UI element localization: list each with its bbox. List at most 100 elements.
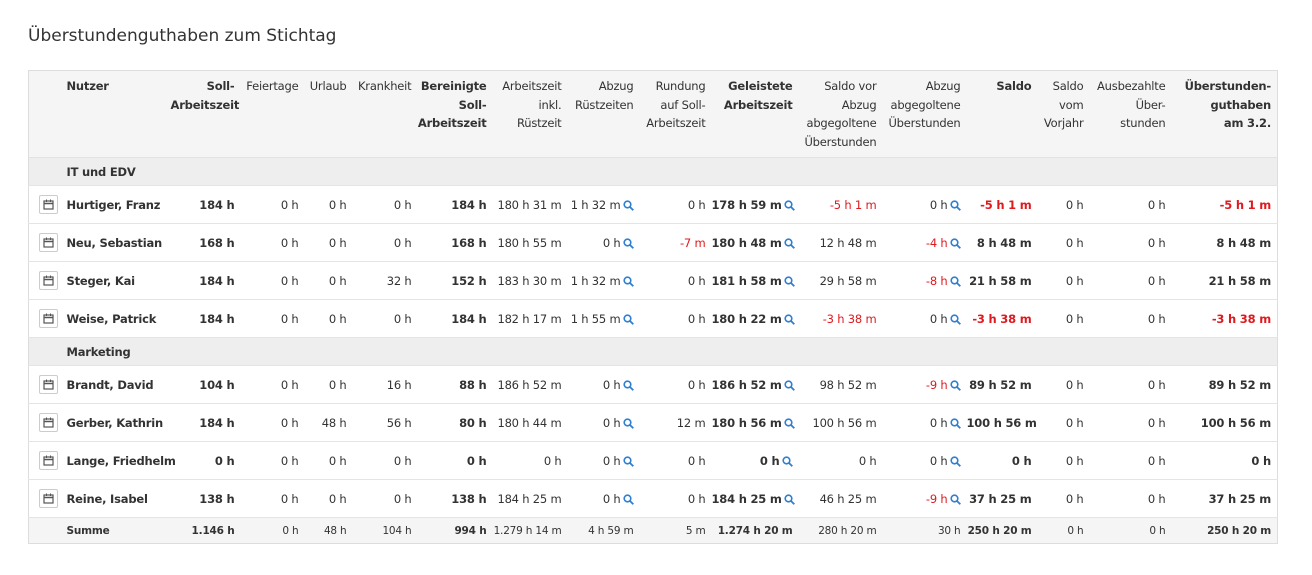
column-header: Geleistete Arbeitszeit bbox=[711, 70, 799, 158]
search-icon[interactable] bbox=[622, 275, 634, 287]
cell-value: 0 h bbox=[280, 415, 299, 430]
header-text: Saldo bbox=[1052, 79, 1084, 93]
cell-value: 0 h bbox=[393, 235, 412, 250]
cell-value: 184 h bbox=[451, 311, 487, 326]
calendar-button[interactable] bbox=[39, 451, 58, 470]
value-cell: 0 h bbox=[492, 441, 568, 480]
search-icon[interactable] bbox=[784, 493, 795, 505]
cell-value: 152 h bbox=[451, 273, 487, 288]
value-cell: -9 h bbox=[882, 365, 967, 404]
search-icon[interactable] bbox=[949, 455, 961, 467]
search-icon[interactable] bbox=[949, 275, 961, 287]
calendar-button[interactable] bbox=[39, 233, 58, 252]
cell-value: 1 h 32 m bbox=[570, 273, 621, 288]
value-cell: 89 h 52 m bbox=[1171, 365, 1278, 404]
value-cell: 184 h bbox=[170, 261, 241, 300]
header-text: Nutzer bbox=[66, 79, 109, 93]
header-text: Urlaub bbox=[309, 79, 347, 93]
group-name: IT und EDV bbox=[66, 157, 1278, 186]
value-cell: 0 h bbox=[304, 365, 353, 404]
calendar-cell bbox=[28, 479, 67, 518]
value-cell: 0 h bbox=[304, 441, 353, 480]
cell-value: 100 h 56 m bbox=[966, 415, 1037, 430]
search-icon[interactable] bbox=[622, 379, 634, 391]
search-icon[interactable] bbox=[949, 199, 961, 211]
value-cell: 0 h bbox=[170, 441, 241, 480]
column-header: Rundung auf Soll- Arbeitszeit bbox=[639, 70, 712, 158]
value-cell: 138 h bbox=[417, 479, 493, 518]
value-cell: 100 h 56 m bbox=[1171, 403, 1278, 442]
cell-value: 0 h bbox=[1011, 453, 1032, 468]
value-cell: 104 h bbox=[170, 365, 241, 404]
value-cell: 0 h bbox=[639, 261, 712, 300]
calendar-button[interactable] bbox=[39, 195, 58, 214]
cell-value: 0 h bbox=[1147, 311, 1166, 326]
header-text: Soll- bbox=[458, 97, 487, 112]
value-cell: 0 h bbox=[240, 365, 305, 404]
header-text: Ausbezahlte bbox=[1097, 79, 1166, 93]
column-header: Nutzer bbox=[66, 70, 171, 158]
value-cell: 0 h bbox=[352, 185, 418, 224]
value-cell: 180 h 48 m bbox=[711, 223, 799, 262]
cell-value: 0 h bbox=[687, 491, 706, 506]
cell-value: 138 h bbox=[199, 491, 235, 506]
cell-value: 168 h bbox=[451, 235, 487, 250]
calendar-button[interactable] bbox=[39, 309, 58, 328]
search-icon[interactable] bbox=[784, 237, 795, 249]
cell-value: 0 h bbox=[687, 311, 706, 326]
cell-value: 180 h 22 m bbox=[711, 311, 782, 326]
column-header: Abzug abgegoltene Überstunden bbox=[882, 70, 967, 158]
search-icon[interactable] bbox=[622, 417, 634, 429]
search-icon[interactable] bbox=[784, 275, 795, 287]
search-icon[interactable] bbox=[622, 455, 634, 467]
value-cell: 0 h bbox=[240, 185, 305, 224]
value-cell: -3 h 38 m bbox=[1171, 299, 1278, 338]
value-cell: 180 h 55 m bbox=[492, 223, 568, 262]
table-body: IT und EDV Hurtiger, Franz 184 h 0 h 0 h 0 h 1… bbox=[28, 157, 1278, 544]
search-icon[interactable] bbox=[622, 199, 634, 211]
group-label: IT und EDV bbox=[66, 164, 136, 179]
value-cell: 0 h bbox=[240, 517, 305, 544]
search-icon[interactable] bbox=[949, 493, 961, 505]
header-text: Feiertage bbox=[246, 79, 299, 93]
calendar-button[interactable] bbox=[39, 489, 58, 508]
cell-value: -9 h bbox=[925, 377, 948, 392]
header-text: Überstunden- bbox=[1184, 79, 1272, 93]
search-icon[interactable] bbox=[784, 313, 795, 325]
search-icon[interactable] bbox=[784, 199, 795, 211]
cell-value: 180 h 48 m bbox=[711, 235, 782, 250]
cell-value: 89 h 52 m bbox=[1208, 377, 1272, 392]
search-icon[interactable] bbox=[784, 379, 795, 391]
value-cell: 37 h 25 m bbox=[1171, 479, 1278, 518]
value-cell: 184 h bbox=[417, 299, 493, 338]
header-text: Bereinigte bbox=[420, 79, 487, 93]
header-text: Vorjahr bbox=[1043, 116, 1084, 130]
search-icon[interactable] bbox=[949, 313, 961, 325]
value-cell: 0 h bbox=[352, 441, 418, 480]
search-icon[interactable] bbox=[949, 417, 961, 429]
search-icon[interactable] bbox=[622, 493, 634, 505]
value-cell: 48 h bbox=[304, 403, 353, 442]
cell-value: 184 h bbox=[199, 197, 235, 212]
search-icon[interactable] bbox=[622, 313, 634, 325]
user-name: Brandt, David bbox=[66, 365, 171, 404]
calendar-button[interactable] bbox=[39, 413, 58, 432]
cell-value: 182 h 17 m bbox=[497, 311, 562, 326]
search-icon[interactable] bbox=[949, 379, 961, 391]
header-text: abgegoltene bbox=[890, 97, 961, 112]
cell-value: 0 h bbox=[328, 235, 347, 250]
value-cell: 0 h bbox=[352, 299, 418, 338]
header-text: auf Soll- bbox=[660, 97, 706, 112]
search-icon[interactable] bbox=[622, 237, 634, 249]
calendar-cell bbox=[28, 185, 67, 224]
search-icon[interactable] bbox=[781, 455, 793, 467]
calendar-button[interactable] bbox=[39, 375, 58, 394]
calendar-button[interactable] bbox=[39, 271, 58, 290]
search-icon[interactable] bbox=[784, 417, 795, 429]
cell-value: 0 h bbox=[280, 311, 299, 326]
value-cell: 250 h 20 m bbox=[966, 517, 1038, 544]
search-icon[interactable] bbox=[949, 237, 961, 249]
user-label: Weise, Patrick bbox=[66, 311, 157, 326]
cell-value: 98 h 52 m bbox=[819, 377, 877, 392]
value-cell: 1.279 h 14 m bbox=[492, 517, 568, 544]
